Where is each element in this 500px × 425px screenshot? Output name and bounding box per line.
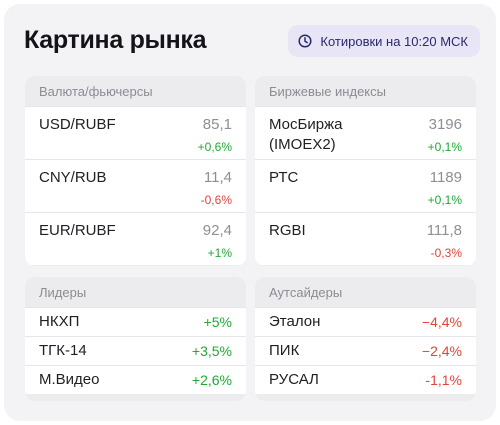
instrument-name: РТС: [269, 169, 299, 186]
instrument-name: РУСАЛ: [269, 371, 319, 388]
instrument-name: RGBI: [269, 222, 306, 239]
quote-row[interactable]: CNY/RUB 11,4 -0,6%: [25, 159, 246, 212]
instrument-name: EUR/RUBF: [39, 222, 116, 239]
instrument-name: USD/RUBF: [39, 116, 116, 133]
mover-row[interactable]: Эталон −4,4%: [255, 307, 476, 336]
instrument-price: 11,4: [203, 169, 232, 186]
indices-card: Биржевые индексы МосБиржа (IMOEX2) 3196 …: [255, 76, 476, 266]
instrument-price: 111,8: [426, 222, 462, 239]
quote-row[interactable]: RGBI 111,8 -0,3%: [255, 212, 476, 265]
instrument-change: +0,1%: [427, 193, 462, 207]
card-title: Валюта/фьючерсы: [39, 84, 153, 99]
instrument-change: +2,6%: [191, 372, 232, 388]
instrument-name: ТГК-14: [39, 342, 87, 359]
instrument-price: 1189: [429, 169, 462, 186]
instrument-change: +1%: [207, 246, 232, 260]
outsiders-card: Аутсайдеры Эталон −4,4% ПИК −2,4% РУСАЛ …: [255, 277, 476, 401]
card-title: Биржевые индексы: [269, 84, 386, 99]
instrument-name: CNY/RUB: [39, 169, 107, 186]
instrument-change: +0,6%: [197, 140, 232, 154]
instrument-name: Эталон: [269, 313, 321, 330]
mover-row[interactable]: М.Видео +2,6%: [25, 365, 246, 394]
instrument-change: +0,1%: [427, 140, 462, 154]
market-overview-widget: Картина рынка Котировки на 10:20 МСК Вал…: [4, 4, 496, 421]
instrument-change: -1,1%: [425, 372, 462, 388]
mover-row[interactable]: ПИК −2,4%: [255, 336, 476, 365]
quote-row[interactable]: РТС 1189 +0,1%: [255, 159, 476, 212]
mover-row[interactable]: РУСАЛ -1,1%: [255, 365, 476, 394]
instrument-name: ПИК: [269, 342, 300, 359]
instrument-name: НКХП: [39, 313, 80, 330]
instrument-price: 92,4: [202, 222, 232, 239]
mover-row[interactable]: НКХП +5%: [25, 307, 246, 336]
instrument-change: −4,4%: [421, 314, 462, 330]
instrument-change: +3,5%: [191, 343, 232, 359]
mover-row[interactable]: ТГК-14 +3,5%: [25, 336, 246, 365]
instrument-change: -0,3%: [430, 246, 462, 260]
instrument-name: МосБиржа (IMOEX2): [269, 116, 343, 153]
instrument-change: +5%: [203, 314, 232, 330]
card-title: Лидеры: [39, 285, 87, 300]
quote-row[interactable]: МосБиржа (IMOEX2) 3196 +0,1%: [255, 106, 476, 159]
instrument-change: -0,6%: [200, 193, 232, 207]
leaders-card: Лидеры НКХП +5% ТГК-14 +3,5% М.Видео +2,…: [25, 277, 246, 401]
quote-time-label: Котировки на 10:20 МСК: [320, 33, 468, 49]
widget-title: Картина рынка: [24, 26, 207, 54]
currencies-card: Валюта/фьючерсы USD/RUBF 85,1 +0,6% CNY/…: [25, 76, 246, 266]
instrument-price: 85,1: [202, 116, 232, 133]
quote-time-badge: Котировки на 10:20 МСК: [288, 25, 480, 57]
instrument-name: М.Видео: [39, 371, 100, 388]
quote-row[interactable]: USD/RUBF 85,1 +0,6%: [25, 106, 246, 159]
instrument-change: −2,4%: [421, 343, 462, 359]
clock-icon: [298, 34, 312, 48]
quote-row[interactable]: EUR/RUBF 92,4 +1%: [25, 212, 246, 265]
instrument-price: 3196: [428, 116, 462, 133]
card-title: Аутсайдеры: [269, 285, 343, 300]
